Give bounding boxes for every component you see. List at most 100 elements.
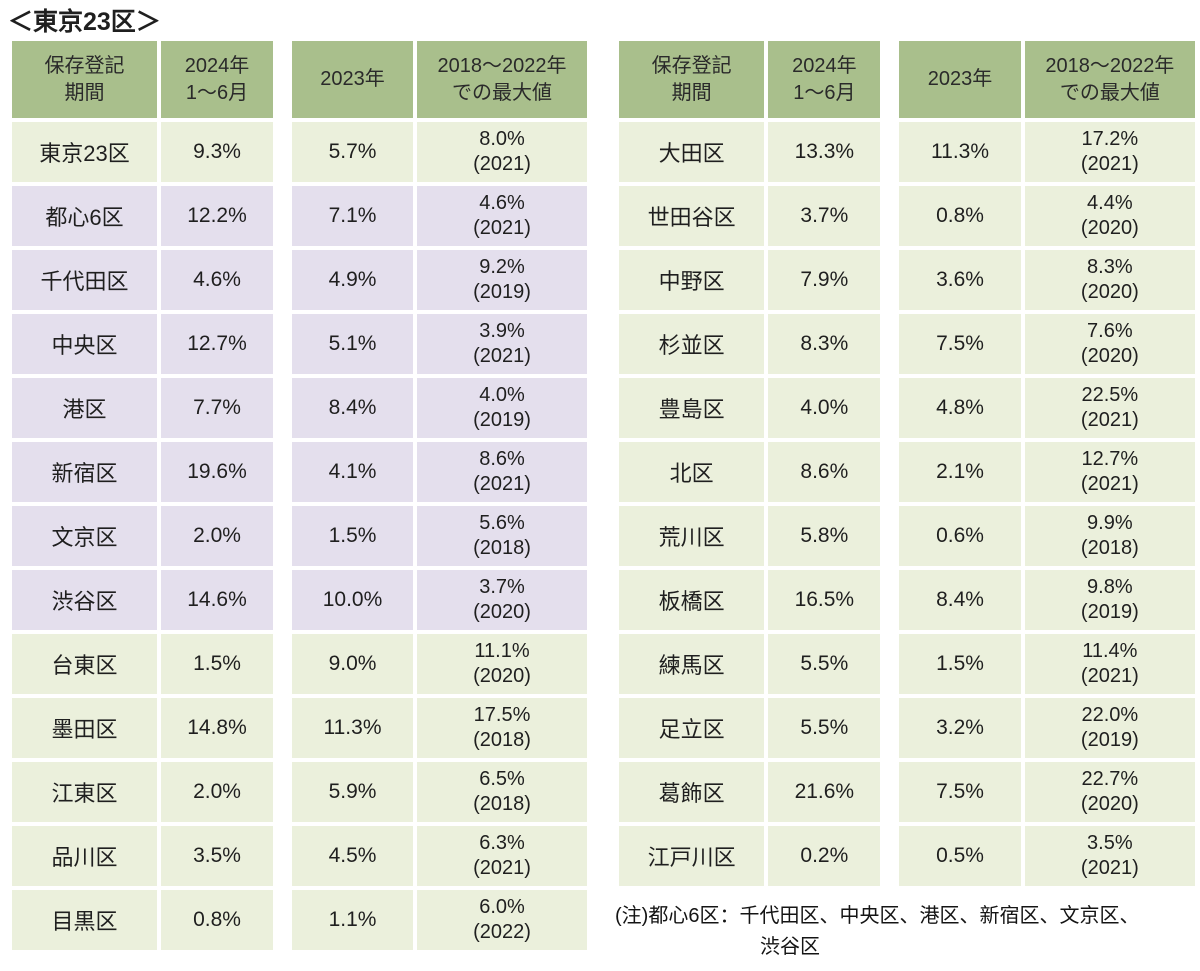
column-gap — [277, 570, 288, 630]
value-2023-cell: 1.1% — [292, 890, 413, 950]
column-gap — [277, 890, 288, 950]
value-2023-cell: 0.5% — [899, 826, 1021, 886]
column-gap — [884, 506, 895, 566]
ward-name-cell: 江東区 — [12, 762, 157, 822]
ward-name-cell: 品川区 — [12, 826, 157, 886]
max-value-cell: 5.6% (2018) — [417, 506, 587, 566]
table-row: 江戸川区 0.2% 0.5% 3.5% (2021) — [619, 826, 1195, 886]
max-value-cell: 6.0% (2022) — [417, 890, 587, 950]
right-column: 保存登記 期間 2024年 1～6月 2023年 2018～2022年 での最大値 大田… — [615, 37, 1199, 963]
table-row: 中野区 7.9% 3.6% 8.3% (2020) — [619, 250, 1195, 310]
column-gap — [277, 634, 288, 694]
column-gap — [884, 570, 895, 630]
value-2023-cell: 3.2% — [899, 698, 1021, 758]
ward-name-cell: 中野区 — [619, 250, 765, 310]
value-2023-cell: 7.5% — [899, 314, 1021, 374]
max-value-cell: 9.2% (2019) — [417, 250, 587, 310]
max-value-cell: 22.7% (2020) — [1024, 762, 1195, 822]
value-2024-cell: 13.3% — [768, 122, 881, 182]
max-value-cell: 11.4% (2021) — [1024, 634, 1195, 694]
column-gap — [277, 762, 288, 822]
value-2024-cell: 0.2% — [768, 826, 881, 886]
column-gap — [884, 378, 895, 438]
value-2023-cell: 4.8% — [899, 378, 1021, 438]
max-value-cell: 22.5% (2021) — [1024, 378, 1195, 438]
max-value-cell: 3.9% (2021) — [417, 314, 587, 374]
ward-name-cell: 足立区 — [619, 698, 765, 758]
table-row: 豊島区 4.0% 4.8% 22.5% (2021) — [619, 378, 1195, 438]
value-2024-cell: 4.0% — [768, 378, 881, 438]
value-2024-cell: 5.5% — [768, 698, 881, 758]
column-gap — [884, 442, 895, 502]
col-header-2023: 2023年 — [292, 41, 413, 118]
max-value-cell: 4.6% (2021) — [417, 186, 587, 246]
max-value-cell: 9.8% (2019) — [1024, 570, 1195, 630]
footnote: (注)都心6区：千代田区、中央区、港区、新宿区、文京区、 渋谷区 — [615, 901, 1199, 963]
ward-name-cell: 北区 — [619, 442, 765, 502]
ward-name-cell: 墨田区 — [12, 698, 157, 758]
ward-name-cell: 新宿区 — [12, 442, 157, 502]
column-gap — [277, 314, 288, 374]
value-2023-cell: 8.4% — [899, 570, 1021, 630]
value-2024-cell: 8.6% — [768, 442, 881, 502]
footnote-line-1: (注)都心6区：千代田区、中央区、港区、新宿区、文京区、 — [615, 905, 1140, 927]
value-2023-cell: 4.9% — [292, 250, 413, 310]
column-gap — [884, 314, 895, 374]
ward-name-cell: 世田谷区 — [619, 186, 765, 246]
column-gap — [277, 506, 288, 566]
column-gap — [884, 762, 895, 822]
value-2024-cell: 0.8% — [161, 890, 273, 950]
value-2024-cell: 8.3% — [768, 314, 881, 374]
ward-name-cell: 豊島区 — [619, 378, 765, 438]
table-row: 足立区 5.5% 3.2% 22.0% (2019) — [619, 698, 1195, 758]
value-2024-cell: 21.6% — [768, 762, 881, 822]
ward-name-cell: 目黒区 — [12, 890, 157, 950]
value-2024-cell: 7.9% — [768, 250, 881, 310]
column-gap — [277, 250, 288, 310]
value-2024-cell: 7.7% — [161, 378, 273, 438]
header-column-gap — [277, 41, 288, 118]
value-2024-cell: 3.5% — [161, 826, 273, 886]
value-2023-cell: 3.6% — [899, 250, 1021, 310]
max-value-cell: 6.3% (2021) — [417, 826, 587, 886]
column-gap — [884, 826, 895, 886]
max-value-cell: 8.6% (2021) — [417, 442, 587, 502]
ward-name-cell: 台東区 — [12, 634, 157, 694]
value-2024-cell: 9.3% — [161, 122, 273, 182]
header-row: 保存登記 期間 2024年 1～6月 2023年 2018～2022年 での最大値 — [619, 41, 1195, 118]
value-2023-cell: 11.3% — [899, 122, 1021, 182]
table-row: 世田谷区 3.7% 0.8% 4.4% (2020) — [619, 186, 1195, 246]
ward-name-cell: 板橋区 — [619, 570, 765, 630]
ward-name-cell: 文京区 — [12, 506, 157, 566]
header-row: 保存登記 期間 2024年 1～6月 2023年 2018～2022年 での最大値 — [12, 41, 587, 118]
value-2023-cell: 7.1% — [292, 186, 413, 246]
max-value-cell: 6.5% (2018) — [417, 762, 587, 822]
max-value-cell: 4.0% (2019) — [417, 378, 587, 438]
value-2023-cell: 11.3% — [292, 698, 413, 758]
ward-name-cell: 渋谷区 — [12, 570, 157, 630]
col-header-2024: 2024年 1～6月 — [768, 41, 881, 118]
ward-name-cell: 港区 — [12, 378, 157, 438]
value-2023-cell: 1.5% — [899, 634, 1021, 694]
value-2024-cell: 5.5% — [768, 634, 881, 694]
page-title: ＜東京23区＞ — [8, 8, 161, 36]
value-2023-cell: 5.9% — [292, 762, 413, 822]
ward-name-cell: 東京23区 — [12, 122, 157, 182]
value-2024-cell: 12.7% — [161, 314, 273, 374]
max-value-cell: 17.5% (2018) — [417, 698, 587, 758]
table-row: 江東区 2.0% 5.9% 6.5% (2018) — [12, 762, 587, 822]
table-row: 中央区 12.7% 5.1% 3.9% (2021) — [12, 314, 587, 374]
value-2024-cell: 2.0% — [161, 762, 273, 822]
col-header-max: 2018～2022年 での最大値 — [1024, 41, 1195, 118]
left-ward-table: 保存登記 期間 2024年 1～6月 2023年 2018～2022年 での最大値 東京… — [8, 37, 591, 954]
column-gap — [884, 250, 895, 310]
max-value-cell: 4.4% (2020) — [1024, 186, 1195, 246]
value-2024-cell: 3.7% — [768, 186, 881, 246]
table-row: 都心6区 12.2% 7.1% 4.6% (2021) — [12, 186, 587, 246]
table-row: 新宿区 19.6% 4.1% 8.6% (2021) — [12, 442, 587, 502]
value-2023-cell: 5.7% — [292, 122, 413, 182]
table-row: 渋谷区 14.6% 10.0% 3.7% (2020) — [12, 570, 587, 630]
column-gap — [884, 186, 895, 246]
ward-name-cell: 杉並区 — [619, 314, 765, 374]
table-row: 大田区 13.3% 11.3% 17.2% (2021) — [619, 122, 1195, 182]
